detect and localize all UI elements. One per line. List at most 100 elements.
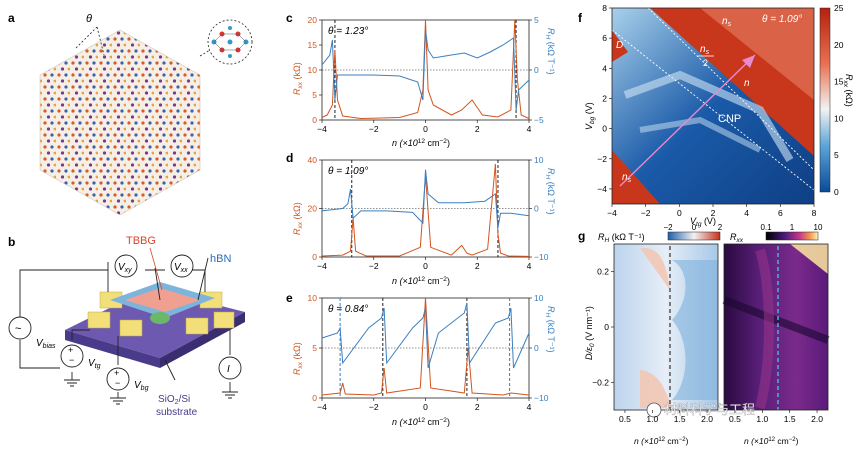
x-tick-label: −2 — [369, 124, 379, 134]
series-rh-line — [321, 29, 530, 111]
svg-text:Rxx (kΩ): Rxx (kΩ) — [292, 202, 304, 235]
y-left-tick-label: 20 — [308, 15, 318, 25]
x-tick-label: 0 — [677, 208, 682, 218]
zoom-inset-atoms — [211, 26, 249, 58]
heatmap-f-lower-region — [612, 150, 660, 204]
y-right-tick-label: 0 — [534, 65, 539, 75]
y-right-tick-label: 5 — [534, 15, 539, 25]
svg-text:+: + — [68, 345, 73, 355]
y-left-tick-label: 20 — [308, 204, 318, 214]
colorbar-tick-label: 2 — [718, 223, 723, 232]
colorbar-tick-label: 5 — [834, 150, 839, 160]
line-charts-layer — [321, 19, 530, 398]
series-rh-line — [321, 169, 530, 228]
x-tick-label: 8 — [812, 208, 817, 218]
twist-angle-line-1 — [75, 26, 98, 49]
svg-text:−: − — [115, 378, 120, 388]
svg-text:Vxy: Vxy — [118, 262, 132, 274]
watermark-logo-icon — [646, 402, 662, 418]
current-meter — [218, 356, 242, 380]
svg-text:n (×1012 cm−2): n (×1012 cm−2) — [634, 436, 689, 446]
y-left-tick-label: 0 — [312, 252, 317, 262]
gold-contact — [213, 311, 235, 329]
panel-f: f θ = 1.09° D ns ns 2 n CNP ns Rxx (kΩ) … — [578, 7, 854, 228]
svg-text:RH (kΩ T⁻¹): RH (kΩ T⁻¹) — [544, 28, 556, 75]
panel-b-letter: b — [8, 235, 15, 249]
y-left-tick-label: 10 — [308, 65, 318, 75]
angle-label: θ = 1.23° — [328, 26, 368, 37]
x-tick-label: 0.5 — [729, 414, 741, 424]
panel-g-letter: g — [578, 229, 585, 243]
twist-angle-label: θ — [86, 13, 92, 25]
svg-text:substrate: substrate — [156, 407, 198, 418]
panel-a-letter: a — [8, 11, 15, 25]
colorbar-tick-label: 25 — [834, 3, 844, 13]
heatmap-g-rxx — [724, 244, 828, 410]
y-right-tick-label: 10 — [534, 293, 544, 303]
series-rh-line — [321, 302, 530, 369]
y-right-tick-label: 10 — [534, 155, 544, 165]
y-tick-label: 4 — [602, 63, 607, 73]
x-tick-label: 4 — [527, 261, 532, 271]
dashed-guide-ns — [647, 7, 815, 171]
y-left-tick-label: 10 — [308, 293, 318, 303]
y-left-tick-label: 5 — [312, 90, 317, 100]
colorbar-tick-label: 0 — [692, 223, 697, 232]
y-tick-label: −2 — [597, 154, 607, 164]
svg-text:RH (kΩ T⁻¹): RH (kΩ T⁻¹) — [544, 306, 556, 353]
x-tick-label: 1.0 — [646, 414, 658, 424]
series-rxx-line — [321, 297, 530, 396]
x-tick-label: 2 — [475, 261, 480, 271]
line-chart-d — [321, 160, 530, 257]
line-chart-e — [321, 297, 530, 398]
x-tick-label: 0 — [423, 402, 428, 412]
svg-text:D: D — [616, 40, 623, 51]
y-right-tick-label: −10 — [534, 252, 549, 262]
svg-text:CNP: CNP — [718, 113, 741, 125]
y-tick-label: 2 — [602, 93, 607, 103]
tbbg-layer — [125, 288, 200, 312]
x-tick-label: 0 — [423, 261, 428, 271]
x-tick-label: −4 — [317, 402, 327, 412]
vtg-source — [60, 344, 84, 368]
x-tick-label: −2 — [369, 261, 379, 271]
vbg-source — [106, 367, 130, 391]
panel-c-letter: c — [286, 11, 293, 25]
y-left-tick-label: 0 — [312, 393, 317, 403]
x-tick-label: 0 — [423, 124, 428, 134]
twist-angle-line-2 — [96, 26, 105, 56]
colorbar-tick-label: 20 — [834, 40, 844, 50]
colorbar-f — [819, 7, 831, 193]
x-tick-label: 6 — [778, 208, 783, 218]
panel-e-letter: e — [286, 291, 293, 305]
svg-text:~: ~ — [15, 323, 21, 335]
x-tick-label: −4 — [607, 208, 617, 218]
x-tick-label: 4 — [527, 402, 532, 412]
svg-text:Vbg: Vbg — [134, 380, 149, 392]
x-tick-label: −2 — [369, 402, 379, 412]
bias-source — [8, 316, 32, 340]
colorbar-tick-label: 15 — [834, 77, 844, 87]
panel-d-letter: d — [286, 151, 293, 165]
tbbg-label: TBBG — [126, 235, 156, 247]
x-tick-label: 4 — [527, 124, 532, 134]
y-tick-label: 6 — [602, 33, 607, 43]
svg-text:SiO2/Si: SiO2/Si — [158, 394, 190, 406]
svg-text:Vbias: Vbias — [36, 338, 56, 350]
svg-text:I: I — [227, 364, 230, 375]
x-tick-label: −2 — [641, 208, 651, 218]
y-left-tick-label: 0 — [312, 115, 317, 125]
svg-text:Vxx: Vxx — [174, 262, 188, 274]
x-tick-label: 2 — [475, 124, 480, 134]
svg-text:n: n — [744, 78, 750, 89]
y-tick-label: 0 — [602, 124, 607, 134]
svg-text:ns: ns — [700, 44, 710, 56]
colorbar-tick-label: 1 — [790, 223, 795, 232]
angle-label: θ = 1.09° — [762, 14, 802, 25]
y-left-tick-label: 40 — [308, 155, 318, 165]
x-tick-label: 2.0 — [701, 414, 713, 424]
svg-text:RH (kΩ T⁻¹): RH (kΩ T⁻¹) — [598, 232, 645, 244]
svg-text:n (×1012 cm−2): n (×1012 cm−2) — [392, 417, 450, 427]
gold-contact — [119, 319, 143, 337]
svg-text:+: + — [114, 368, 119, 378]
